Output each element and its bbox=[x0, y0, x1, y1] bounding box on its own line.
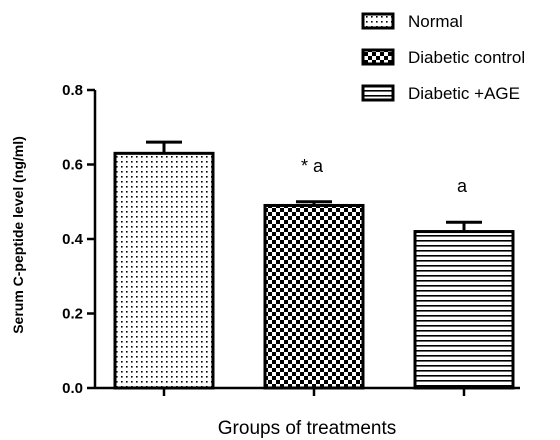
bars: * a a bbox=[113, 140, 515, 390]
x-ticks bbox=[162, 388, 466, 396]
y-tick-label: 0.6 bbox=[62, 157, 83, 174]
y-tick-label: 0.2 bbox=[62, 306, 83, 323]
y-ticks: 0.0 0.2 0.4 0.6 0.8 bbox=[62, 82, 95, 397]
bar-0 bbox=[113, 151, 215, 390]
legend-label-normal: Normal bbox=[408, 12, 463, 31]
y-tick-label: 0.8 bbox=[62, 82, 83, 99]
legend-item-normal: Normal bbox=[361, 12, 463, 31]
x-axis-label: Groups of treatments bbox=[218, 418, 396, 439]
legend-item-diabetic-control: Diabetic control bbox=[361, 48, 525, 67]
legend-label-diabetic-control: Diabetic control bbox=[408, 48, 525, 67]
legend-item-diabetic-age: Diabetic +AGE bbox=[361, 84, 520, 103]
significance-annotation: a bbox=[457, 176, 468, 196]
y-tick-label: 0.0 bbox=[62, 380, 83, 397]
legend-swatch-diabetic-control bbox=[361, 48, 395, 66]
y-axis-label: Serum C-peptide level (ng/ml) bbox=[10, 136, 26, 334]
bar-2 bbox=[413, 230, 515, 390]
y-tick-label: 0.4 bbox=[62, 231, 84, 248]
significance-annotation: * a bbox=[301, 156, 324, 176]
legend: Normal Diabetic control Diabetic +AGE bbox=[361, 12, 525, 103]
legend-label-diabetic-age: Diabetic +AGE bbox=[408, 84, 520, 103]
legend-swatch-diabetic-age bbox=[361, 84, 395, 102]
legend-swatch-normal bbox=[361, 12, 395, 30]
bar-1 bbox=[263, 203, 365, 390]
